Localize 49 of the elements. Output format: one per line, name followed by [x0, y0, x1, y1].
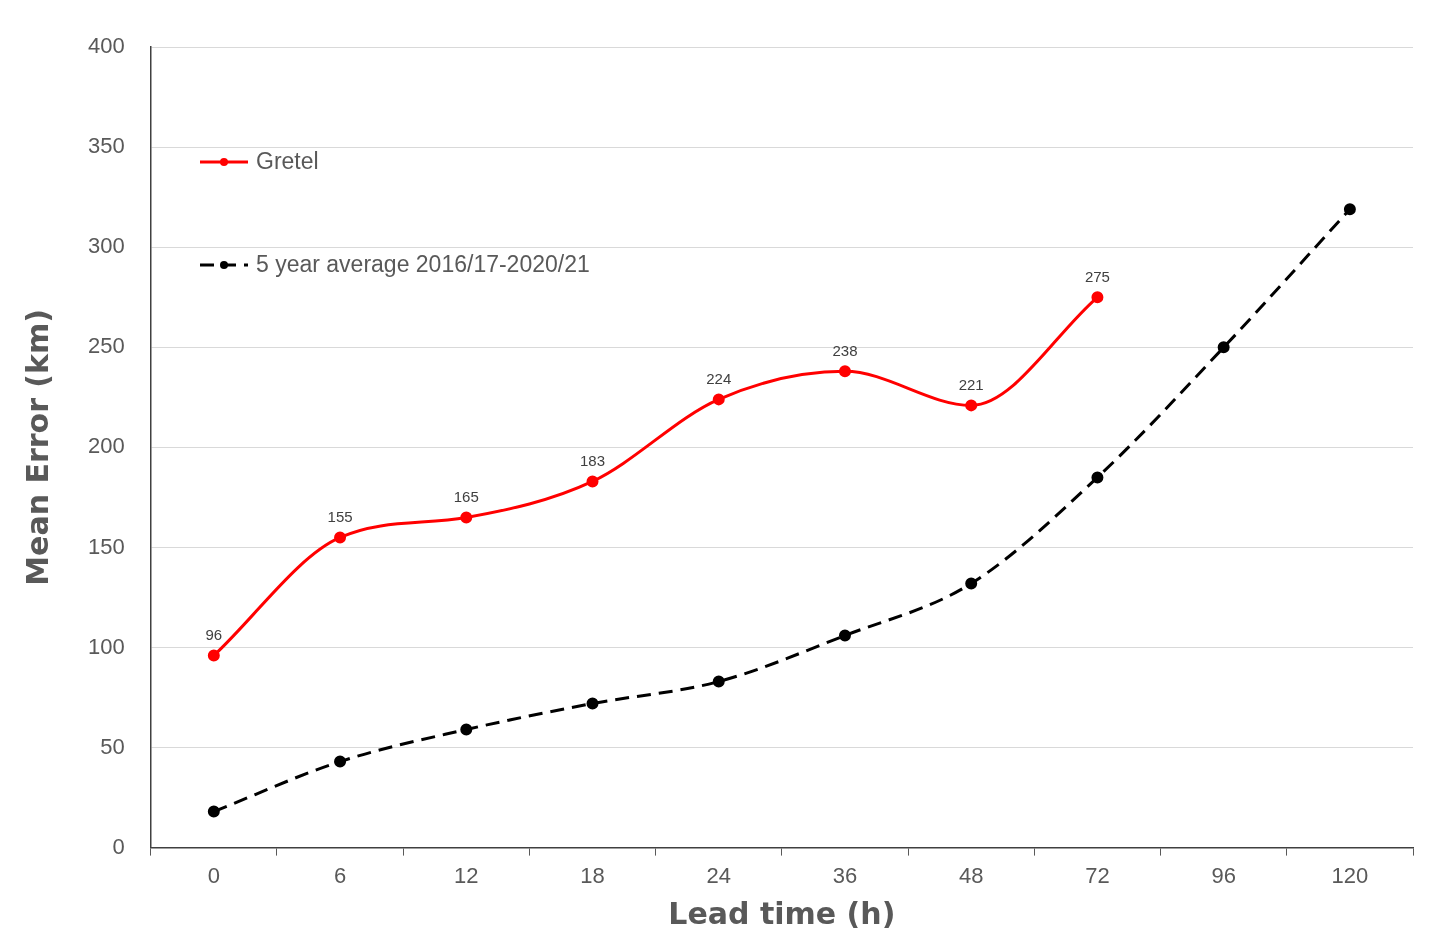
- data-label: 221: [958, 376, 984, 394]
- data-label: 238: [832, 342, 858, 359]
- point: [965, 399, 978, 412]
- point: [460, 723, 473, 736]
- data-label: 96: [205, 626, 223, 644]
- x-tick-label: 72: [1085, 862, 1110, 888]
- point: [460, 511, 473, 524]
- point: [1091, 291, 1104, 304]
- data-label: 155: [327, 508, 353, 526]
- point: [586, 697, 599, 710]
- point: [1343, 203, 1356, 216]
- y-tick-label: 150: [87, 533, 125, 559]
- data-label: 275: [1084, 267, 1110, 285]
- y-tick-label: 200: [87, 433, 125, 459]
- point: [207, 805, 220, 818]
- point: [334, 755, 347, 768]
- y-tick-label: 250: [87, 333, 125, 359]
- point: [838, 365, 851, 378]
- x-tick-label: 0: [207, 862, 220, 888]
- point: [586, 475, 599, 488]
- point: [1217, 341, 1230, 354]
- x-tick-label: 6: [333, 862, 347, 888]
- data-label: 165: [453, 488, 479, 506]
- y-axis-title: Mean Error (km): [19, 308, 55, 586]
- x-tick-label: 18: [580, 862, 605, 888]
- point: [712, 675, 725, 688]
- data-label: 183: [579, 452, 606, 470]
- y-tick-label: 0: [112, 833, 125, 859]
- x-axis-title: Lead time (h): [668, 895, 896, 931]
- x-tick-label: 36: [832, 862, 858, 888]
- data-label: 224: [706, 370, 732, 388]
- y-tick-label: 350: [87, 133, 125, 159]
- point: [965, 577, 978, 590]
- x-tick-label: 12: [454, 862, 479, 888]
- point: [712, 393, 725, 406]
- legend-label: 5 year average 2016/17-2020/21: [256, 251, 590, 278]
- y-tick-label: 100: [87, 633, 125, 659]
- y-tick-label: 50: [100, 733, 125, 759]
- point: [838, 629, 851, 642]
- y-tick-label: 300: [87, 233, 125, 259]
- x-tick-label: 48: [958, 862, 984, 888]
- x-tick-label: 96: [1211, 862, 1236, 888]
- x-tick-label: 120: [1331, 862, 1369, 888]
- point: [334, 531, 347, 544]
- point: [1091, 471, 1104, 484]
- legend-label: Gretel: [256, 148, 319, 175]
- y-tick-label: 400: [87, 33, 125, 59]
- x-tick-label: 24: [706, 862, 731, 888]
- point: [207, 649, 220, 662]
